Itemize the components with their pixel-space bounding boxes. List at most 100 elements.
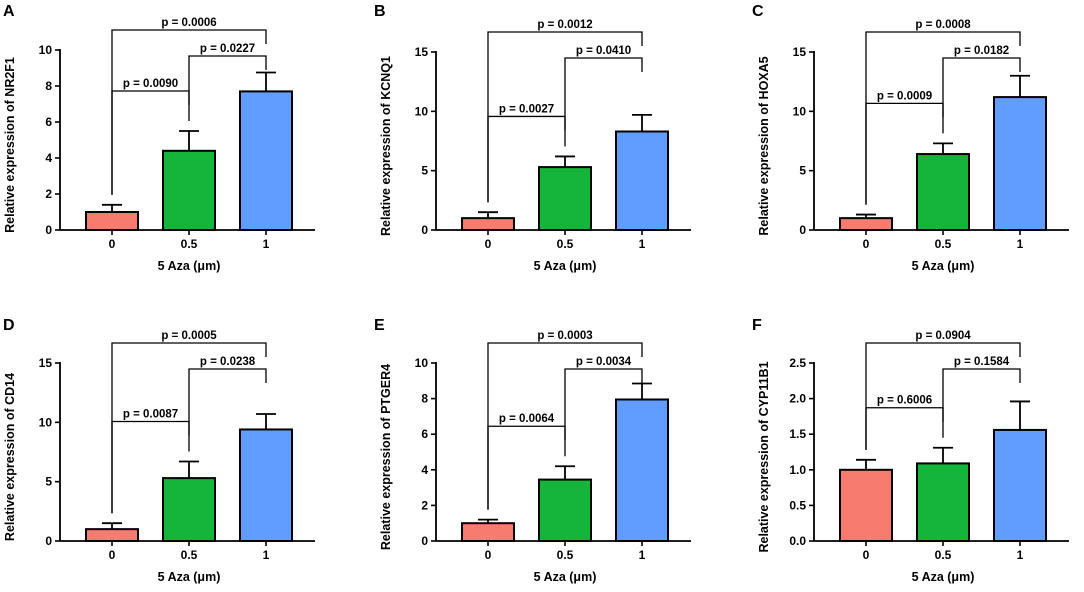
significance-bracket [487,115,566,203]
significance-bracket [865,342,1021,450]
significance-bracket [111,420,190,514]
bar-0.5 [538,166,592,232]
bar-0 [85,211,139,231]
bar-0 [839,468,893,542]
bar-0.5 [162,477,216,542]
y-tick-label: 10 [39,415,53,429]
y-tick-label: 0 [421,534,428,548]
y-tick-label: 15 [39,356,53,370]
x-tick-label: 0.5 [557,237,574,251]
x-axis-title: 5 Aza (μm) [912,570,975,584]
p-value-label: p = 0.0009 [877,90,932,102]
y-tick-label: 0.0 [789,534,806,548]
bar-0 [461,217,515,231]
x-axis-title: 5 Aza (μm) [158,259,221,273]
significance-bracket [487,425,566,510]
x-tick-label: 0 [109,548,116,562]
x-tick-label: 0.5 [935,237,952,251]
panel-a: A 0 2 4 6 8 10 0 0.5 1 5 Aza (μm) Relative expressi… [3,3,315,273]
panel-letter: D [3,317,15,334]
bar-1 [993,96,1047,231]
x-tick-label: 0 [863,237,870,251]
y-tick-label: 5 [45,475,52,489]
x-tick-label: 0 [485,548,492,562]
y-tick-label: 4 [45,151,52,165]
x-tick-label: 1 [639,548,646,562]
y-tick-label: 0 [421,223,428,237]
bar-1 [615,398,669,542]
y-tick-label: 6 [45,115,52,129]
p-value-label: p = 0.0227 [200,43,255,55]
panel-letter: C [752,3,764,20]
p-value-label: p = 0.0410 [576,45,631,57]
y-tick-label: 2 [45,187,52,201]
y-axis-title: Relative expression of PTGER4 [379,364,393,550]
y-tick-label: 15 [793,45,807,59]
y-tick-label: 2.0 [789,392,806,406]
y-tick-label: 1.0 [789,463,806,477]
x-tick-label: 0 [109,237,116,251]
bar-0.5 [538,478,592,542]
y-tick-label: 0 [799,223,806,237]
bar-1 [615,130,669,231]
y-axis-title: Relative expression of NR2F1 [3,57,17,233]
panel-letter: A [3,3,15,20]
x-tick-label: 0 [485,237,492,251]
y-tick-label: 6 [421,427,428,441]
y-tick-label: 5 [421,164,428,178]
p-value-label: p = 0.0003 [537,330,592,342]
y-axis-title: Relative expression of HOXA5 [757,56,771,235]
bar-0.5 [162,149,216,231]
y-tick-label: 10 [415,356,429,370]
bar-0.5 [916,462,970,542]
p-value-label: p = 0.0904 [915,330,971,342]
significance-bracket [865,102,944,205]
x-axis-title: 5 Aza (μm) [534,570,597,584]
y-tick-label: 1.5 [789,427,806,441]
p-value-label: p = 0.0027 [499,103,554,115]
bar-1 [239,428,293,543]
p-value-label: p = 0.0087 [123,408,178,420]
y-tick-label: 0 [45,534,52,548]
significance-bracket [111,90,190,195]
x-tick-label: 0 [863,548,870,562]
bar-0.5 [916,153,970,231]
p-value-label: p = 0.0012 [537,19,592,31]
panel-d: D 0 5 10 15 0 0.5 1 5 Aza (μm) Relative expressio… [3,317,315,584]
bar-0 [461,522,515,543]
p-value-label: p = 0.0090 [123,78,178,90]
panel-letter: E [374,317,385,334]
p-value-label: p = 0.1584 [954,356,1010,368]
significance-bracket [564,57,643,147]
panel-e: E 0 2 4 6 8 10 0 0.5 1 5 Aza (μm) Relative expressi… [374,317,691,584]
p-value-label: p = 0.0006 [161,17,216,29]
bar-1 [993,428,1047,543]
y-tick-label: 10 [39,43,53,57]
y-tick-label: 15 [415,45,429,59]
p-value-label: p = 0.0238 [200,356,256,368]
p-value-label: p = 0.0008 [915,19,971,31]
x-axis-title: 5 Aza (μm) [912,259,975,273]
y-tick-label: 2 [421,498,428,512]
significance-bracket [942,57,1021,134]
y-tick-label: 8 [421,392,428,406]
y-tick-label: 0 [45,223,52,237]
significance-bracket [942,368,1021,438]
panel-b: B 0 5 10 15 0 0.5 1 5 Aza (μm) Relative expressio… [374,3,691,273]
y-axis-title: Relative expression of CYP11B1 [757,361,771,552]
y-tick-label: 10 [415,104,429,118]
y-tick-label: 4 [421,463,428,477]
bar-0 [839,217,893,231]
x-tick-label: 0.5 [557,548,574,562]
significance-bracket [188,55,267,121]
x-tick-label: 0.5 [181,237,198,251]
y-tick-label: 5 [799,164,806,178]
y-tick-label: 8 [45,79,52,93]
significance-bracket [188,368,267,452]
x-tick-label: 1 [1017,548,1024,562]
panel-letter: B [374,3,386,20]
x-tick-label: 1 [263,237,270,251]
bar-0 [85,528,139,543]
p-value-label: p = 0.0182 [954,45,1009,57]
x-tick-label: 1 [639,237,646,251]
